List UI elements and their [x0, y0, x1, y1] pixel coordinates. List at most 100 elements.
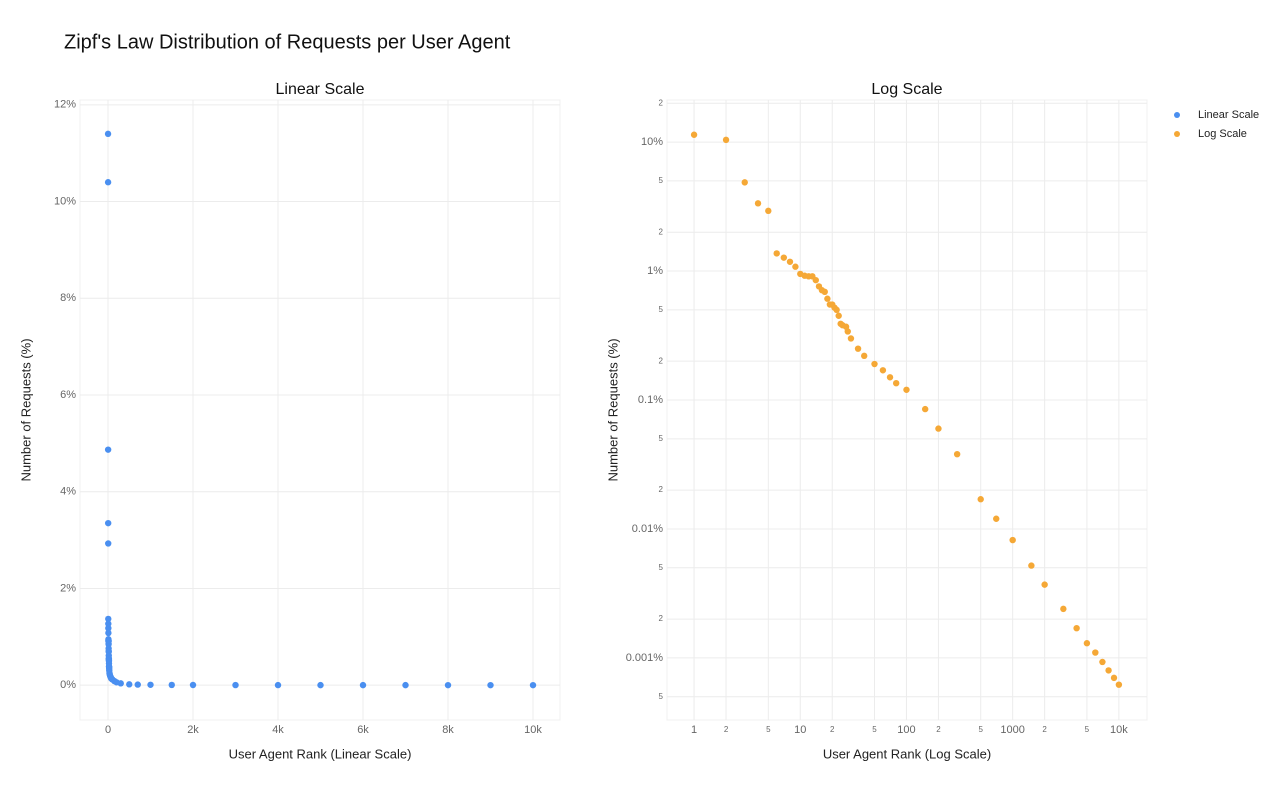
point — [903, 386, 910, 393]
point — [1099, 658, 1106, 666]
point — [402, 681, 409, 689]
x-axis-label: User Agent Rank (Log Scale) — [823, 746, 991, 761]
x-tick-label: 5 — [872, 725, 877, 734]
point — [359, 681, 367, 689]
y-tick-label: 10% — [641, 136, 663, 148]
figure-title: Zipf's Law Distribution of Requests per … — [64, 31, 511, 53]
point — [1009, 536, 1016, 544]
point — [232, 681, 239, 689]
plot-area — [79, 99, 561, 721]
x-axis-label: User Agent Rank (Linear Scale) — [229, 746, 412, 761]
x-tick-label: 10k — [524, 724, 542, 736]
point — [444, 681, 452, 689]
point — [892, 379, 900, 387]
x-tick-label: 10 — [794, 724, 806, 736]
x-tick-label: 5 — [978, 725, 983, 734]
point — [953, 450, 961, 458]
legend-label: Linear Scale — [1198, 109, 1259, 121]
point — [1105, 667, 1112, 674]
legend-marker — [1174, 112, 1180, 118]
point — [780, 254, 788, 261]
point — [921, 405, 929, 413]
y-tick-label: 10% — [54, 195, 76, 207]
point — [1083, 640, 1091, 647]
point — [993, 515, 1000, 522]
point — [824, 295, 831, 302]
y-tick-label: 2 — [659, 614, 664, 623]
point — [1060, 605, 1067, 613]
y-tick-label: 8% — [60, 292, 76, 304]
point — [935, 425, 942, 432]
point — [1092, 649, 1099, 656]
y-tick-label: 5 — [659, 176, 664, 185]
point — [117, 680, 124, 687]
x-tick-label: 100 — [897, 724, 915, 736]
x-tick-label: 5 — [766, 725, 771, 734]
y-tick-label: 2 — [659, 485, 664, 494]
point — [168, 681, 175, 689]
point — [487, 681, 494, 689]
point — [812, 276, 819, 284]
point — [844, 328, 851, 335]
y-axis-label: Number of Requests (%) — [18, 338, 33, 481]
y-tick-label: 5 — [659, 434, 664, 443]
y-tick-label: 0.01% — [632, 523, 663, 535]
y-tick-label: 1% — [647, 265, 663, 277]
y-tick-label: 0.001% — [626, 652, 664, 664]
y-tick-label: 2 — [659, 98, 664, 107]
point — [134, 681, 141, 688]
point — [126, 681, 133, 688]
y-tick-label: 4% — [60, 486, 76, 498]
point — [105, 624, 112, 632]
y-tick-label: 0.1% — [638, 394, 663, 406]
point — [854, 345, 862, 352]
y-tick-label: 6% — [60, 389, 76, 401]
point — [765, 207, 772, 215]
y-tick-label: 5 — [659, 692, 664, 701]
point — [821, 288, 828, 296]
point — [105, 615, 112, 623]
plot-area — [666, 99, 1148, 721]
x-tick-label: 4k — [272, 724, 284, 736]
y-tick-label: 12% — [54, 99, 76, 111]
x-tick-label: 2 — [724, 725, 729, 734]
subplot-title: Linear Scale — [276, 81, 365, 98]
point — [754, 200, 762, 207]
x-tick-label: 0 — [105, 724, 111, 736]
point — [786, 258, 794, 265]
point — [861, 352, 868, 360]
point — [1028, 562, 1035, 569]
y-tick-label: 5 — [659, 563, 664, 572]
x-tick-label: 5 — [1085, 725, 1090, 734]
point — [1073, 624, 1080, 632]
legend-label: Log Scale — [1198, 128, 1247, 140]
point — [871, 360, 878, 368]
legend-marker — [1174, 131, 1180, 137]
x-tick-label: 1000 — [1000, 724, 1024, 736]
y-tick-label: 2 — [659, 356, 664, 365]
point — [104, 446, 112, 453]
point — [317, 681, 324, 689]
point — [792, 263, 799, 270]
point — [104, 130, 112, 138]
point — [879, 367, 887, 374]
subplot-title: Log Scale — [871, 81, 942, 98]
point — [105, 629, 112, 637]
y-tick-label: 0% — [60, 679, 76, 691]
point — [1041, 581, 1048, 588]
point — [105, 540, 112, 547]
point — [835, 312, 842, 319]
point — [833, 306, 840, 314]
point — [1110, 674, 1118, 682]
point — [977, 496, 984, 503]
point — [773, 250, 780, 257]
point — [886, 374, 894, 381]
y-axis-label: Number of Requests (%) — [605, 338, 620, 481]
x-tick-label: 2 — [936, 725, 941, 734]
point — [741, 179, 748, 186]
x-tick-label: 2k — [187, 724, 199, 736]
point — [690, 131, 698, 138]
x-tick-label: 2 — [830, 725, 835, 734]
